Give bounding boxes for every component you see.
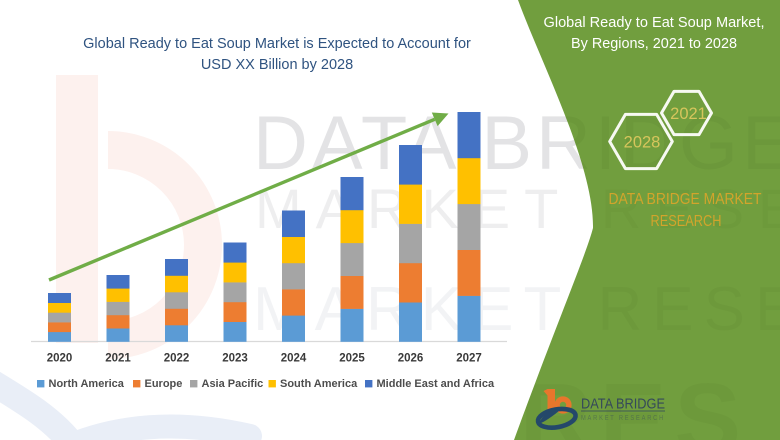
svg-text:2021: 2021: [105, 353, 131, 365]
svg-text:2023: 2023: [222, 353, 248, 365]
svg-text:By Regions, 2021 to 2028: By Regions, 2021 to 2028: [571, 35, 737, 52]
svg-text:2020: 2020: [47, 353, 73, 365]
svg-text:2027: 2027: [456, 353, 482, 365]
svg-text:2025: 2025: [339, 353, 365, 365]
svg-text:USD XX Billion by 2028: USD XX Billion by 2028: [201, 57, 353, 73]
svg-text:RESEARCH: RESEARCH: [651, 213, 722, 230]
svg-text:Middle East and Africa: Middle East and Africa: [377, 378, 495, 390]
svg-text:Europe: Europe: [145, 378, 183, 390]
svg-text:2028: 2028: [624, 134, 661, 152]
svg-text:MARKET RESEARCH: MARKET RESEARCH: [581, 415, 665, 422]
svg-text:Global Ready to Eat Soup Marke: Global Ready to Eat Soup Market,: [544, 14, 765, 31]
svg-text:DATA BRIDGE MARKET: DATA BRIDGE MARKET: [609, 191, 762, 208]
svg-text:2024: 2024: [281, 353, 307, 365]
svg-text:DATA BRIDGE: DATA BRIDGE: [581, 396, 665, 413]
svg-text:Global Ready to Eat Soup Marke: Global Ready to Eat Soup Market is Expec…: [83, 36, 471, 52]
svg-text:South America: South America: [280, 378, 358, 390]
svg-text:2026: 2026: [398, 353, 424, 365]
svg-text:2021: 2021: [670, 105, 707, 123]
svg-text:2022: 2022: [164, 353, 190, 365]
svg-text:North America: North America: [49, 378, 125, 390]
svg-text:Asia Pacific: Asia Pacific: [202, 378, 264, 390]
